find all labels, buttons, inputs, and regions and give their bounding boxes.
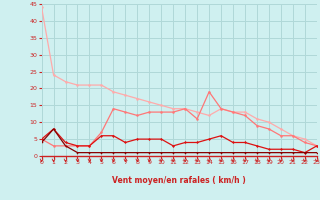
X-axis label: Vent moyen/en rafales ( km/h ): Vent moyen/en rafales ( km/h ) <box>112 176 246 185</box>
